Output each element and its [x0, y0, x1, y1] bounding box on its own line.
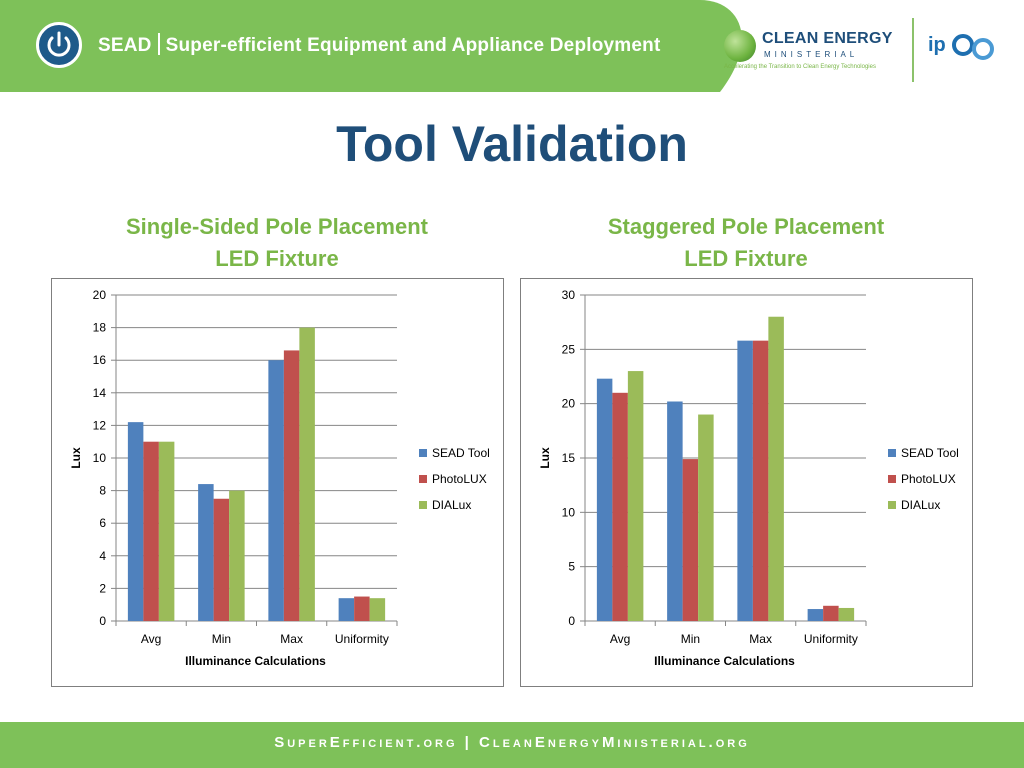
- y-axis-label: Lux: [538, 447, 552, 469]
- chart-title-right: Staggered Pole Placement LED Fixture: [516, 211, 976, 275]
- legend-label: SEAD Tool: [432, 446, 490, 460]
- bar: [612, 392, 628, 621]
- page-title: Tool Validation: [336, 116, 688, 172]
- chart-title-left: Single-Sided Pole Placement LED Fixture: [47, 211, 507, 275]
- bar: [268, 360, 284, 621]
- bar: [667, 401, 683, 621]
- bar: [698, 414, 714, 621]
- partner-name: CLEAN ENERGY: [762, 30, 893, 47]
- ipeec-logo: ip: [926, 30, 1006, 70]
- brand-name: SEAD: [98, 35, 152, 56]
- partner-sub: MINISTERIAL: [764, 50, 859, 59]
- bar: [299, 327, 315, 621]
- bar: [283, 350, 300, 621]
- x-tick-label: Max: [749, 632, 772, 646]
- chart-right: 0 5 10 15 20 25 30 Avg Min Max Uniformity Illuminan…: [520, 278, 973, 687]
- bar: [627, 371, 644, 621]
- footer-band: [0, 722, 1024, 768]
- power-logo-icon: [36, 22, 82, 68]
- y-tick-label: 2: [99, 581, 106, 595]
- y-tick-label: 10: [562, 505, 576, 519]
- legend-swatch: [888, 475, 896, 483]
- legend-label: PhotoLUX: [901, 472, 956, 486]
- legend-swatch: [888, 501, 896, 509]
- chart-title-line1: Single-Sided Pole Placement: [126, 214, 428, 239]
- x-axis-label: Illuminance Calculations: [185, 654, 326, 668]
- y-tick-label: 14: [93, 386, 107, 400]
- logo-divider: [912, 18, 914, 82]
- legend-swatch: [419, 475, 427, 483]
- y-tick-label: 25: [562, 342, 576, 356]
- legend-label: PhotoLUX: [432, 472, 487, 486]
- legend-label: DIALux: [432, 498, 471, 512]
- partner-tagline: Accelerating the Transition to Clean Ene…: [724, 64, 876, 70]
- chart-left: 0 2 4 6 8 10 12 14 16 18 20 Avg Min Max Uniformity Illu…: [51, 278, 504, 687]
- bar: [838, 607, 855, 621]
- footer-links: SuperEfficient.org | CleanEnergyMinister…: [274, 734, 750, 751]
- x-tick-label: Max: [280, 632, 303, 646]
- brand-tagline: Super-efficient Equipment and Appliance …: [165, 35, 661, 56]
- y-tick-label: 20: [562, 397, 576, 411]
- bar: [158, 441, 175, 621]
- y-tick-label: 10: [93, 451, 107, 465]
- x-tick-label: Uniformity: [335, 632, 389, 646]
- y-tick-label: 8: [99, 484, 106, 498]
- y-tick-label: 16: [93, 353, 107, 367]
- x-tick-label: Min: [212, 632, 231, 646]
- bar: [198, 484, 214, 621]
- bar: [596, 378, 613, 621]
- chart-title-line1: Staggered Pole Placement: [607, 214, 885, 239]
- bar: [752, 340, 769, 621]
- y-axis-label: Lux: [69, 447, 83, 469]
- x-tick-label: Avg: [610, 632, 630, 646]
- ipeec-e-icon: [972, 38, 994, 60]
- header-title: SEAD Super-efficient Equipment and Applia…: [98, 33, 661, 57]
- y-tick-label: 0: [568, 614, 575, 628]
- header-band: [0, 0, 1024, 92]
- x-tick-label: Min: [681, 632, 700, 646]
- ipeec-e-icon: [952, 34, 974, 56]
- bar: [823, 605, 839, 621]
- clean-energy-ministerial-logo: CLEAN ENERGY MINISTERIAL Accelerating th…: [724, 28, 904, 76]
- bar: [807, 609, 824, 621]
- bar: [229, 490, 245, 621]
- x-tick-label: Uniformity: [804, 632, 858, 646]
- chart-left-svg: 0 2 4 6 8 10 12 14 16 18 20 Avg Min Max Uniformity Illu…: [69, 288, 490, 668]
- y-tick-label: 20: [93, 288, 107, 302]
- chart-title-line2: LED Fixture: [215, 246, 339, 271]
- chart-right-svg: 0 5 10 15 20 25 30 Avg Min Max Uniformity Illuminan…: [538, 288, 959, 668]
- y-tick-label: 18: [93, 321, 107, 335]
- bar: [369, 598, 386, 621]
- y-tick-label: 6: [99, 516, 106, 530]
- y-tick-label: 5: [568, 560, 575, 574]
- bar: [768, 316, 784, 621]
- bar: [127, 422, 144, 621]
- legend-swatch: [419, 501, 427, 509]
- bar: [213, 498, 230, 621]
- y-tick-label: 15: [562, 451, 576, 465]
- x-axis-label: Illuminance Calculations: [654, 654, 795, 668]
- legend-label: SEAD Tool: [901, 446, 959, 460]
- y-tick-label: 30: [562, 288, 576, 302]
- y-tick-label: 12: [93, 418, 107, 432]
- bar: [143, 441, 159, 621]
- legend-swatch: [419, 449, 427, 457]
- chart-title-line2: LED Fixture: [684, 246, 808, 271]
- bar: [737, 340, 753, 621]
- legend-label: DIALux: [901, 498, 940, 512]
- title-separator: [157, 33, 160, 55]
- y-tick-label: 4: [99, 549, 106, 563]
- y-tick-label: 0: [99, 614, 106, 628]
- legend-swatch: [888, 449, 896, 457]
- globe-icon: [724, 30, 756, 62]
- ipeec-text: ip: [928, 34, 946, 56]
- x-tick-label: Avg: [141, 632, 161, 646]
- bar: [354, 596, 370, 621]
- bar: [682, 459, 699, 621]
- bar: [338, 598, 355, 621]
